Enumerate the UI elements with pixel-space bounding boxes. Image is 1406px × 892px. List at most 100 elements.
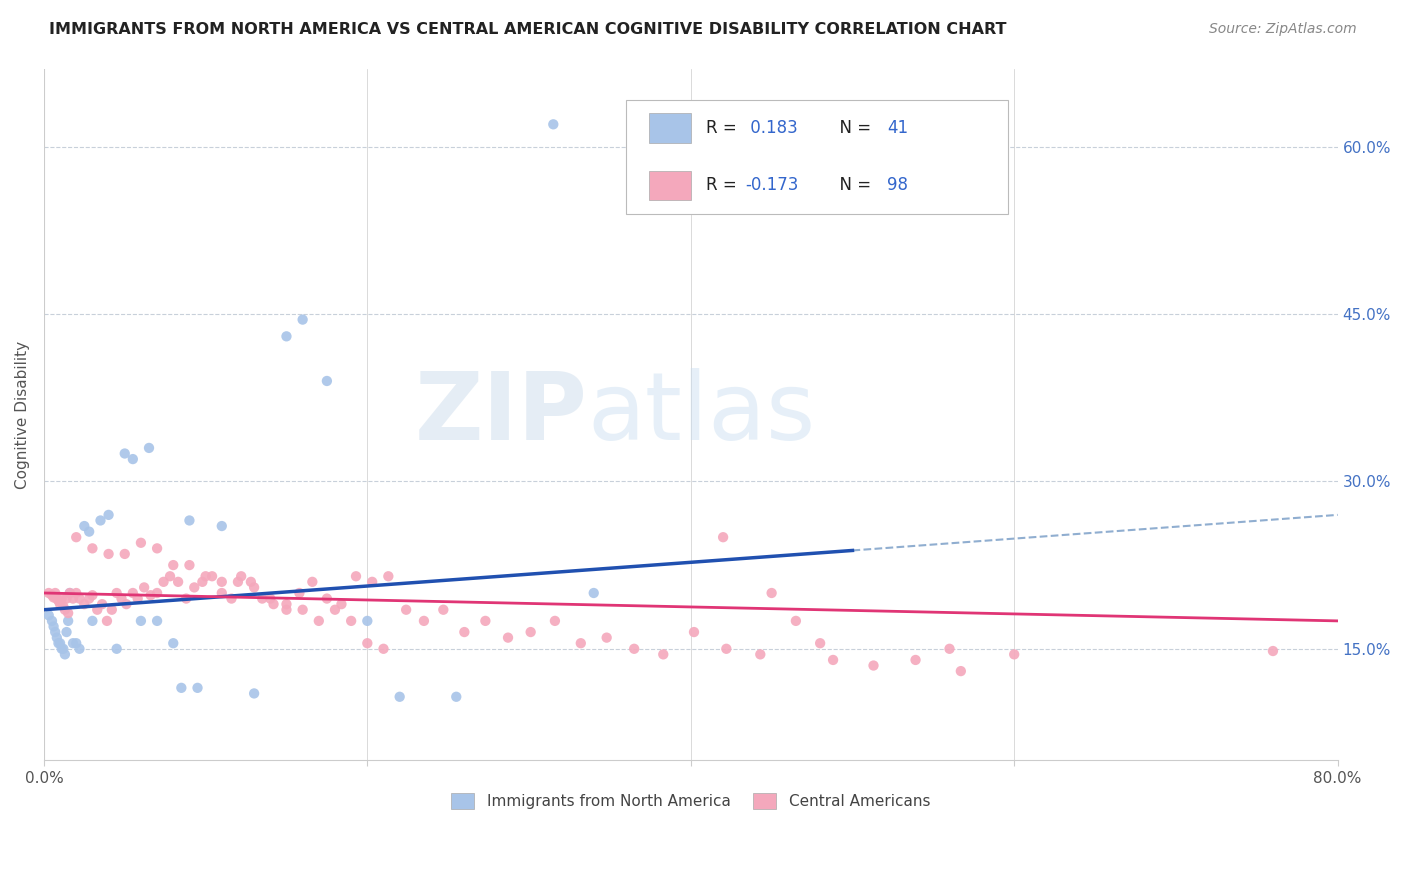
Point [49,597,72,611]
FancyBboxPatch shape [626,100,1008,214]
Point [291,603,314,617]
Point [44,625,66,640]
Point [162,558,184,573]
Point [474,614,496,628]
Point [167,574,190,589]
Point [453,625,475,640]
Point [569,636,592,650]
Point [38,608,60,623]
Point [276,603,298,617]
Point [432,603,454,617]
Point [77,591,100,606]
Point [139,588,162,602]
Y-axis label: Cognitive Disability: Cognitive Disability [15,341,30,489]
Point [250,591,273,606]
Point [91,597,114,611]
Point [170,681,193,695]
Point [86,603,108,617]
Point [544,614,567,628]
Point [395,603,418,617]
Text: 0.183: 0.183 [745,119,797,137]
Point [191,574,214,589]
Point [413,614,436,628]
Point [65,636,87,650]
Point [42,591,65,605]
Point [73,519,96,533]
Point [263,597,285,611]
Point [377,569,399,583]
Point [862,658,884,673]
Point [211,574,233,589]
Point [51,591,73,606]
Point [711,530,734,544]
Point [183,581,205,595]
Point [239,574,262,589]
Point [949,664,972,678]
Point [55,625,77,640]
Point [761,586,783,600]
Point [129,614,152,628]
Text: R =: R = [706,119,742,137]
Point [73,597,96,611]
Point [243,686,266,700]
Point [51,641,73,656]
Point [56,614,79,628]
Legend: Immigrants from North America, Central Americans: Immigrants from North America, Central A… [446,787,936,815]
Bar [650,171,690,200]
Point [194,569,217,583]
Point [276,329,298,343]
Point [301,574,323,589]
Point [323,603,346,617]
Point [211,519,233,533]
Point [1002,648,1025,662]
Point [388,690,411,704]
Point [53,648,76,662]
Point [62,636,84,650]
Text: ZIP: ZIP [415,368,588,460]
Point [716,641,738,656]
Text: R =: R = [706,177,742,194]
Point [48,636,70,650]
Point [543,117,565,131]
Point [785,614,807,628]
Point [114,446,136,460]
Text: 98: 98 [887,177,908,194]
Point [652,648,675,662]
Point [82,588,104,602]
Point [340,614,363,628]
Point [446,690,468,704]
Point [519,625,541,640]
Text: N =: N = [830,177,876,194]
Point [179,513,201,527]
Point [49,636,72,650]
Point [276,597,298,611]
Point [114,547,136,561]
Point [97,547,120,561]
Text: N =: N = [830,119,876,137]
Point [211,586,233,600]
Point [65,586,87,600]
Point [115,597,138,611]
Point [121,586,143,600]
Point [41,588,63,602]
Point [69,641,91,656]
Point [134,581,156,595]
Point [48,594,70,608]
Point [344,569,367,583]
Point [121,452,143,467]
Point [259,591,281,606]
Point [59,586,82,600]
Point [77,524,100,539]
Point [69,591,91,606]
Text: Source: ZipAtlas.com: Source: ZipAtlas.com [1209,22,1357,37]
Point [174,591,197,606]
Point [582,586,605,600]
Point [96,614,118,628]
Point [146,614,169,628]
Point [373,641,395,656]
Point [749,648,772,662]
Point [152,574,174,589]
Point [62,591,84,606]
Text: atlas: atlas [588,368,815,460]
Point [82,614,104,628]
